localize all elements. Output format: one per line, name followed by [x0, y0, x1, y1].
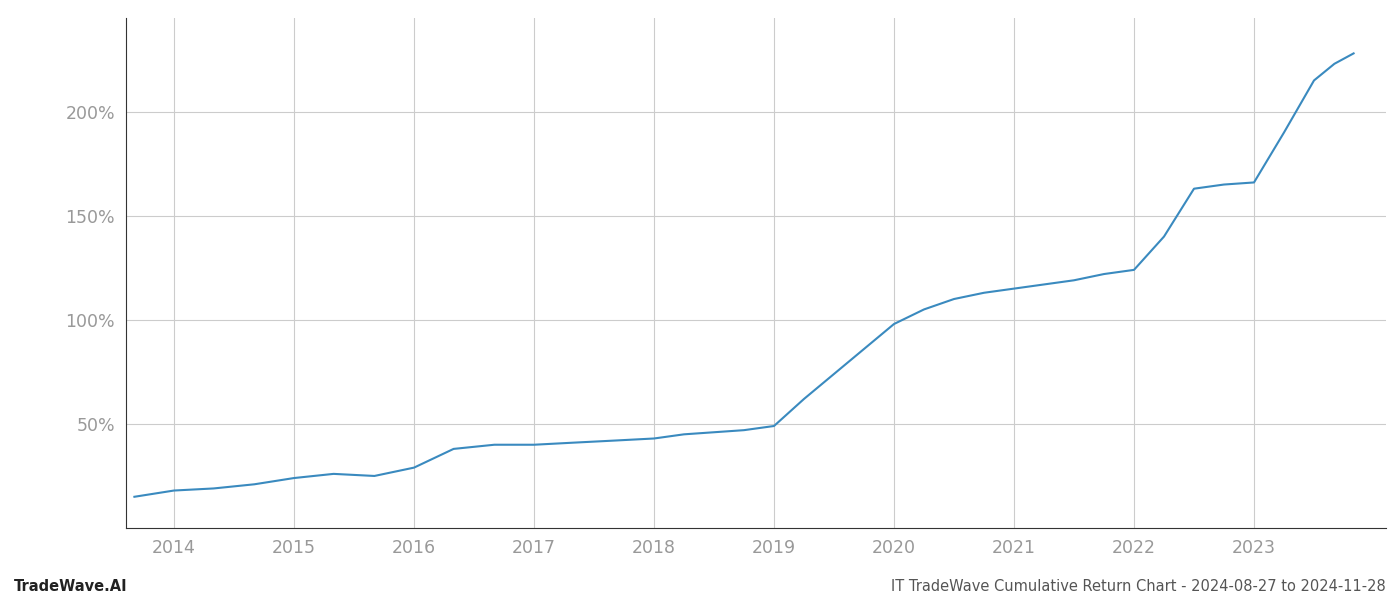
Text: IT TradeWave Cumulative Return Chart - 2024-08-27 to 2024-11-28: IT TradeWave Cumulative Return Chart - 2… — [892, 579, 1386, 594]
Text: TradeWave.AI: TradeWave.AI — [14, 579, 127, 594]
